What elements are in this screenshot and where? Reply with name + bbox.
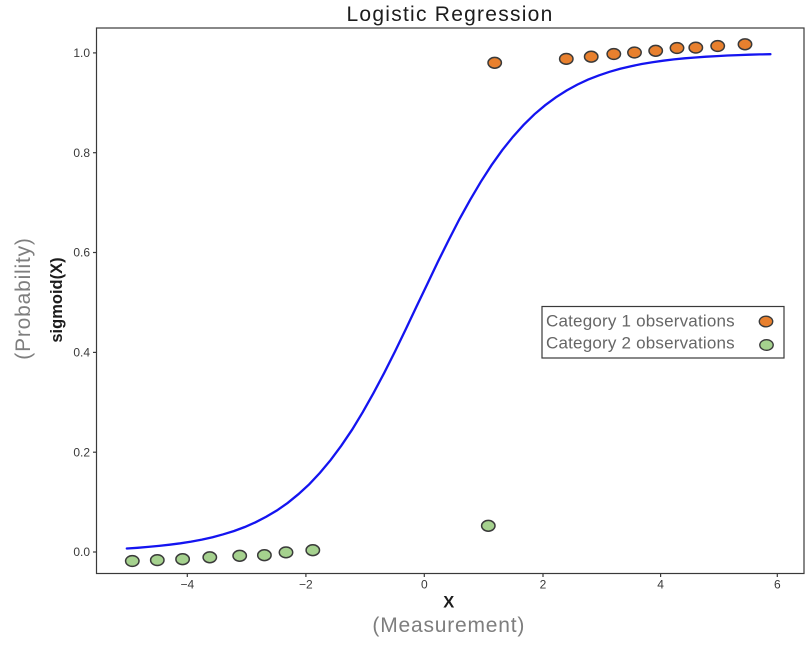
svg-text:(Probability): (Probability): [12, 237, 35, 359]
svg-text:1.0: 1.0: [73, 46, 90, 60]
svg-text:−2: −2: [299, 578, 313, 592]
svg-text:0.8: 0.8: [73, 146, 90, 160]
svg-text:X: X: [443, 594, 454, 612]
svg-text:4: 4: [657, 578, 664, 592]
svg-text:0.2: 0.2: [73, 445, 90, 459]
svg-text:−4: −4: [180, 578, 194, 592]
svg-text:sigmoid(X): sigmoid(X): [48, 257, 66, 342]
svg-text:6: 6: [774, 578, 781, 592]
svg-text:0.4: 0.4: [73, 346, 90, 360]
svg-text:0.0: 0.0: [73, 545, 90, 559]
svg-text:0: 0: [421, 578, 428, 592]
svg-text:Category 1 observations: Category 1 observations: [546, 312, 735, 331]
svg-text:0.6: 0.6: [73, 246, 90, 260]
svg-text:(Measurement): (Measurement): [372, 614, 525, 637]
svg-text:2: 2: [540, 578, 547, 592]
svg-text:Category 2 observations: Category 2 observations: [546, 334, 735, 353]
svg-text:Logistic Regression: Logistic Regression: [346, 3, 553, 26]
